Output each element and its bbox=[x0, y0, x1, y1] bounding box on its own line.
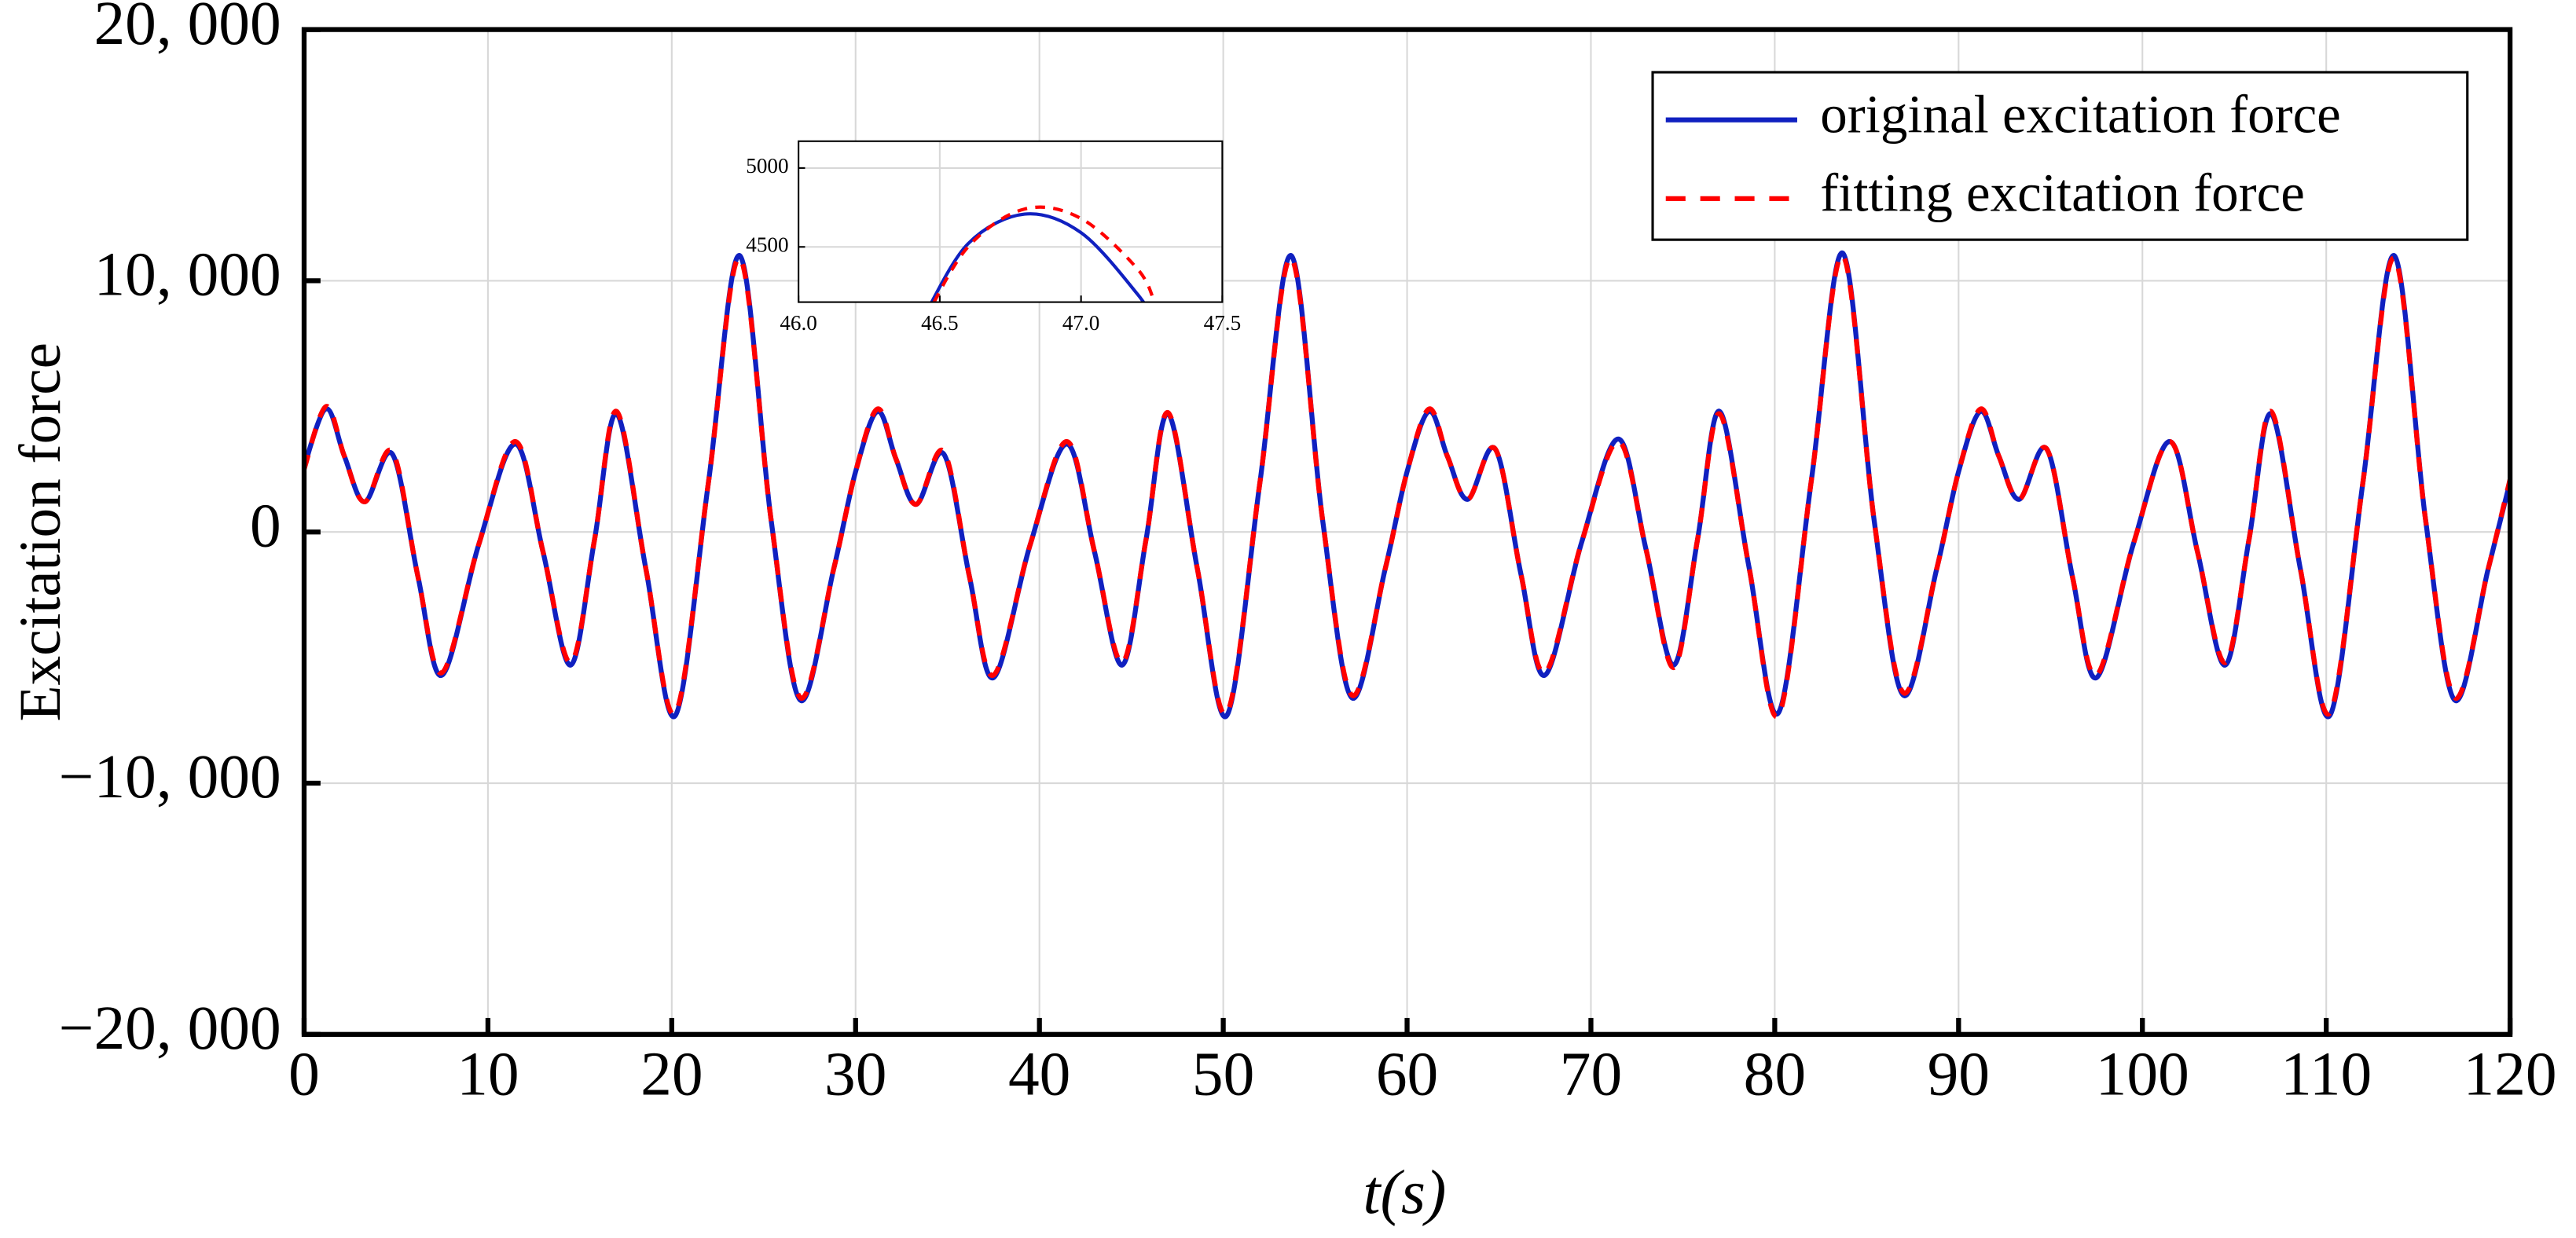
y-axis-title: Excitation force bbox=[8, 342, 73, 722]
x-tick-label: 46.5 bbox=[921, 311, 959, 335]
plot-background bbox=[798, 141, 1223, 302]
y-tick-label: 4500 bbox=[746, 233, 788, 257]
plot-frame bbox=[798, 140, 1224, 303]
plot-frame bbox=[301, 27, 2513, 1037]
x-tick-label: 47.5 bbox=[1204, 311, 1242, 335]
y-tick-label: 0 bbox=[250, 491, 281, 560]
data-line bbox=[932, 205, 1157, 302]
y-tick-label: 20, 000 bbox=[94, 0, 281, 58]
x-tick-label: 120 bbox=[2464, 1040, 2557, 1109]
x-tick-label: 46.0 bbox=[780, 311, 817, 335]
legend-label: original excitation force bbox=[1820, 84, 2341, 144]
y-tick-label: 10, 000 bbox=[94, 240, 281, 310]
legend-label: fitting excitation force bbox=[1820, 163, 2305, 223]
plot-lines bbox=[930, 205, 1157, 302]
x-tick-label: 20 bbox=[640, 1040, 703, 1109]
x-tick-label: 10 bbox=[457, 1040, 519, 1109]
x-tick-label: 30 bbox=[824, 1040, 886, 1109]
x-tick-label: 110 bbox=[2281, 1040, 2372, 1109]
x-tick-label: 47.0 bbox=[1062, 311, 1100, 335]
x-tick-label: 60 bbox=[1376, 1040, 1438, 1109]
y-tick-label: −20, 000 bbox=[59, 994, 281, 1063]
x-tick-label: 80 bbox=[1744, 1040, 1806, 1109]
x-tick-label: 40 bbox=[1008, 1040, 1070, 1109]
x-tick-label: 50 bbox=[1192, 1040, 1254, 1109]
x-tick-label: 70 bbox=[1560, 1040, 1622, 1109]
y-tick-label: 5000 bbox=[746, 154, 788, 178]
legend-box bbox=[1651, 71, 2469, 241]
x-tick-label: 100 bbox=[2096, 1040, 2189, 1109]
x-axis-title: t(s) bbox=[1363, 1158, 1446, 1227]
x-tick-label: 90 bbox=[1928, 1040, 1990, 1109]
data-line bbox=[303, 253, 2511, 720]
data-line bbox=[930, 212, 1146, 302]
x-tick-label: 0 bbox=[288, 1040, 320, 1109]
y-tick-label: −10, 000 bbox=[59, 742, 281, 811]
plot-lines bbox=[303, 251, 2511, 720]
